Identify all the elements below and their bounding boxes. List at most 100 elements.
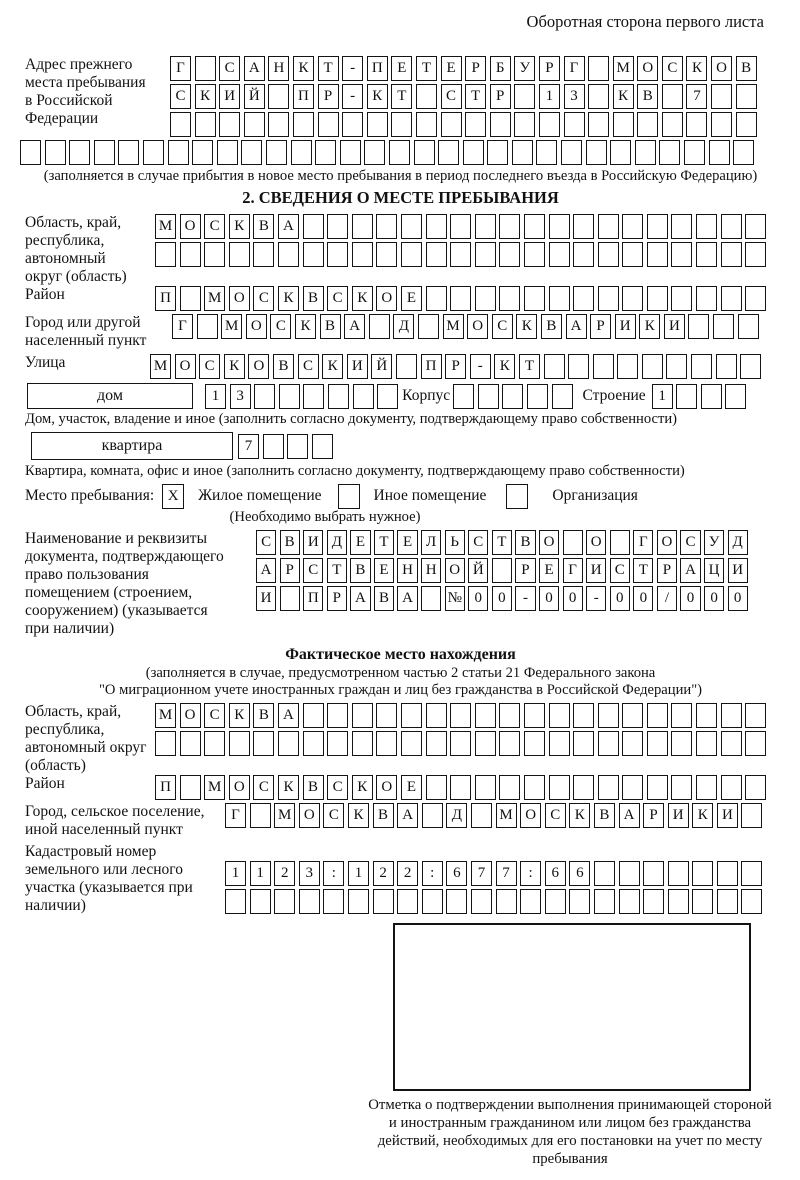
- char-cell: [622, 214, 644, 239]
- char-cell: [327, 383, 349, 409]
- char-cell: [637, 112, 659, 137]
- char-cell: 7: [686, 84, 708, 109]
- char-cell: [425, 775, 447, 800]
- char-cell: И: [614, 314, 636, 339]
- char-cell: [741, 889, 763, 914]
- confirmation-block: Отметка о подтверждении выполнения прини…: [25, 923, 776, 1168]
- char-cell: [262, 433, 284, 459]
- char-cell: [474, 703, 496, 728]
- char-cell: [573, 703, 595, 728]
- char-cell: :: [520, 861, 542, 886]
- char-cell: И: [663, 314, 685, 339]
- cadastre-row-2: [225, 889, 776, 914]
- char-cell: [720, 731, 742, 756]
- section2-title: 2. СВЕДЕНИЯ О МЕСТЕ ПРЕБЫВАНИЯ: [242, 188, 559, 207]
- actual-region-label: Область, край, республика, автономный ок…: [25, 703, 147, 774]
- char-cell: [241, 140, 263, 165]
- char-cell: Р: [326, 586, 347, 611]
- char-cell: [643, 861, 665, 886]
- char-cell: Р: [538, 56, 560, 81]
- char-cell: [474, 286, 496, 311]
- char-cell: Е: [400, 286, 422, 311]
- char-cell: В: [272, 354, 294, 379]
- char-cell: [327, 214, 349, 239]
- char-cell: М: [274, 803, 296, 828]
- char-cell: [93, 140, 115, 165]
- char-cell: П: [420, 354, 442, 379]
- char-cell: Д: [727, 530, 748, 555]
- stay-type-option-organization-label: Организация: [552, 487, 638, 504]
- char-cell: В: [373, 586, 395, 611]
- char-cell: С: [219, 56, 241, 81]
- region-field: Область, край, республика, автономный ок…: [25, 214, 776, 285]
- char-cell: [720, 775, 742, 800]
- char-cell: [400, 242, 422, 267]
- char-cell: [417, 314, 439, 339]
- korpus-cells: [453, 383, 573, 409]
- char-cell: О: [637, 56, 659, 81]
- confirmation-stamp-box: [393, 923, 751, 1091]
- char-cell: [376, 242, 398, 267]
- char-cell: Е: [538, 558, 560, 583]
- char-cell: Е: [397, 530, 418, 555]
- char-cell: Т: [633, 558, 654, 583]
- char-cell: Й: [468, 558, 489, 583]
- char-cell: [661, 84, 683, 109]
- char-cell: К: [639, 314, 661, 339]
- char-cell: 0: [562, 586, 583, 611]
- char-cell: [450, 775, 472, 800]
- char-cell: [588, 112, 610, 137]
- prev-address-row-3: [170, 112, 776, 137]
- char-cell: [597, 703, 619, 728]
- char-cell: [351, 731, 373, 756]
- char-cell: [716, 861, 738, 886]
- char-cell: [243, 112, 265, 137]
- char-cell: И: [303, 530, 324, 555]
- char-cell: Р: [656, 558, 678, 583]
- char-cell: [536, 140, 558, 165]
- char-cell: К: [351, 286, 373, 311]
- char-cell: 6: [544, 861, 566, 886]
- char-cell: С: [256, 530, 277, 555]
- char-cell: М: [155, 703, 176, 728]
- char-cell: С: [440, 84, 462, 109]
- char-cell: Г: [170, 56, 191, 81]
- char-cell: В: [637, 84, 659, 109]
- char-cell: П: [303, 586, 324, 611]
- char-cell: И: [667, 803, 689, 828]
- char-cell: И: [256, 586, 277, 611]
- char-cell: Р: [489, 84, 511, 109]
- char-cell: [179, 242, 201, 267]
- char-cell: А: [277, 214, 299, 239]
- document-label: Наименование и реквизиты документа, подт…: [25, 530, 224, 637]
- char-cell: [228, 731, 250, 756]
- char-cell: У: [703, 530, 725, 555]
- char-cell: [622, 703, 644, 728]
- char-cell: С: [544, 803, 566, 828]
- char-cell: [192, 140, 214, 165]
- char-cell: Т: [465, 84, 487, 109]
- char-cell: 1: [651, 383, 673, 409]
- char-cell: М: [612, 56, 634, 81]
- char-cell: Г: [225, 803, 246, 828]
- char-cell: В: [735, 56, 757, 81]
- char-cell: [523, 286, 545, 311]
- char-cell: Т: [415, 56, 437, 81]
- char-cell: [610, 140, 632, 165]
- prev-address-row-4: [20, 140, 776, 165]
- char-cell: [268, 84, 290, 109]
- char-cell: [376, 214, 398, 239]
- char-cell: [745, 703, 767, 728]
- char-cell: [499, 286, 521, 311]
- house-note: Дом, участок, владение и иное (заполнить…: [25, 411, 678, 427]
- char-cell: С: [253, 775, 275, 800]
- char-cell: [593, 861, 615, 886]
- char-cell: [740, 354, 762, 379]
- char-cell: М: [221, 314, 243, 339]
- char-cell: [450, 703, 472, 728]
